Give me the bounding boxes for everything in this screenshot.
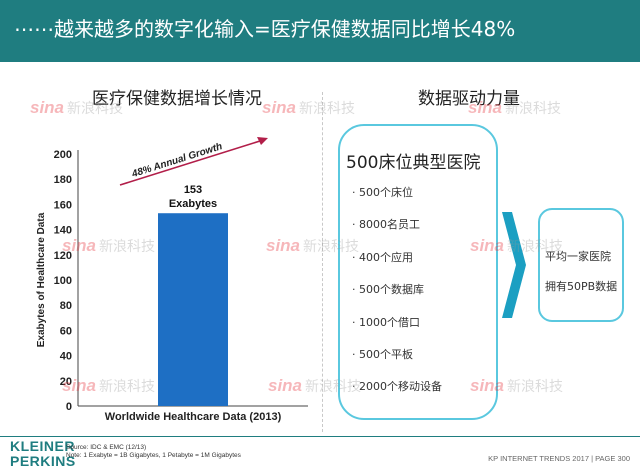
sina-watermark: sina 新浪科技 (470, 376, 564, 395)
hospital-item-beds: · 500个床位 (352, 186, 413, 199)
unit-note: Note: 1 Exabyte = 1B Gigabytes, 1 Petaby… (66, 452, 241, 459)
bar-data-label-unit: Exabytes (169, 198, 217, 210)
growth-arrow-line (119, 140, 261, 186)
y-tick-label: 140 (54, 225, 72, 237)
page-footer: KP INTERNET TRENDS 2017 | PAGE 300 (488, 454, 630, 463)
result-line-2: 拥有50PB数据 (545, 280, 618, 293)
bar-worldwide-healthcare-data (158, 213, 228, 406)
kp-logo-line-1: KLEINER (10, 438, 75, 454)
slide-title: ⋯⋯越来越多的数字化输入=医疗保健数据同比增长48% (14, 17, 516, 41)
title-banner: ⋯⋯越来越多的数字化输入=医疗保健数据同比增长48% (0, 0, 640, 62)
x-category-label: Worldwide Healthcare Data (2013) (105, 411, 282, 423)
hospital-item-mobile: · 2000个移动设备 (352, 380, 442, 393)
kp-logo-line-2: PERKINS (10, 453, 76, 469)
y-tick-label: 20 (60, 376, 72, 388)
y-tick-label: 80 (60, 300, 72, 312)
y-tick-label: 60 (60, 325, 72, 337)
hospital-item-apps: · 400个应用 (352, 251, 413, 264)
y-tick-label: 160 (54, 199, 72, 211)
footer-rule (0, 436, 640, 437)
hospital-box (338, 124, 498, 420)
hospital-item-tablets: · 500个平板 (352, 348, 413, 361)
y-tick-label: 200 (54, 149, 72, 161)
sina-watermark: sina 新浪科技 (268, 376, 362, 395)
source-note: Source: IDC & EMC (12/13) (66, 444, 147, 451)
sina-watermark: sina 新浪科技 (30, 98, 124, 117)
hospital-item-interfaces: · 1000个借口 (352, 316, 420, 329)
sina-watermark: sina 新浪科技 (262, 98, 356, 117)
hospital-box-title: 500床位典型医院 (346, 153, 481, 173)
y-axis-label: Exabytes of Healthcare Data (36, 212, 47, 347)
y-tick-label: 0 (66, 401, 72, 413)
healthcare-data-bar-chart: Exabytes of Healthcare Data 0 20 40 60 80 100 1… (36, 137, 308, 423)
chart-section-title: 医疗保健数据增长情况 (92, 89, 262, 109)
sina-watermark: sina 新浪科技 (62, 376, 156, 395)
sina-watermark: sina 新浪科技 (468, 98, 562, 117)
y-tick-label: 40 (60, 351, 72, 363)
sina-watermark: sina 新浪科技 (62, 236, 156, 255)
hospital-item-databases: · 500个数据库 (352, 283, 424, 296)
result-box (538, 208, 624, 322)
y-tick-label: 180 (54, 174, 72, 186)
y-tick-label: 120 (54, 250, 72, 262)
y-tick-label: 100 (54, 275, 72, 287)
bar-data-label-value: 153 (184, 184, 202, 196)
growth-annotation: 48% Annual Growth (130, 141, 224, 180)
result-line-1: 平均一家医院 (545, 250, 611, 263)
drivers-section-title: 数据驱动力量 (418, 89, 520, 109)
growth-arrowhead-icon (257, 137, 268, 145)
sina-watermark: sina 新浪科技 (470, 236, 564, 255)
hospital-item-staff: · 8000名员工 (352, 218, 420, 231)
sina-watermark: sina 新浪科技 (266, 236, 360, 255)
panel-divider (322, 92, 323, 432)
